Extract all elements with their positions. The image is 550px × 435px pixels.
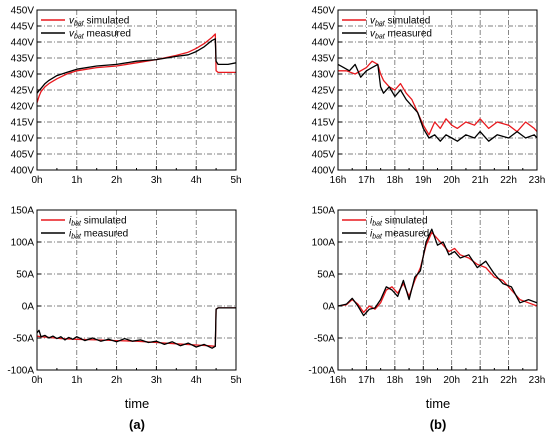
- x-tick-label: 4h: [191, 175, 202, 186]
- x-tick-label: 0h: [31, 375, 42, 386]
- y-tick-label: 415V: [312, 118, 336, 129]
- x-tick-label: 16h: [330, 375, 347, 386]
- y-tick-label: 445V: [11, 22, 35, 33]
- legend-label-simulated: vbat simulated: [69, 16, 129, 28]
- y-tick-label: 0A: [323, 302, 336, 313]
- x-tick-label: 2h: [111, 375, 122, 386]
- y-tick-label: 430V: [11, 70, 35, 81]
- y-tick-label: 410V: [312, 134, 336, 145]
- x-tick-label: 1h: [71, 175, 82, 186]
- x-tick-label: 21h: [472, 375, 489, 386]
- plot-frame: [36, 9, 237, 171]
- y-tick-label: 425V: [11, 86, 35, 97]
- legend-label-measured: vbat measured: [69, 29, 131, 41]
- y-tick-label: 400V: [11, 166, 35, 177]
- plot-frame: [337, 9, 538, 171]
- legend-label-measured: vbat measured: [370, 29, 432, 41]
- x-tick-label: 1h: [71, 375, 82, 386]
- series-line-measured: [338, 228, 537, 317]
- x-tick-label: 5h: [230, 175, 241, 186]
- y-tick-label: 440V: [312, 38, 336, 49]
- x-tick-label: 4h: [191, 375, 202, 386]
- y-tick-label: 405V: [312, 150, 336, 161]
- y-tick-label: 435V: [11, 54, 35, 65]
- y-tick-label: 150A: [11, 206, 35, 217]
- y-tick-label: 420V: [312, 102, 336, 113]
- plot-frame: [337, 209, 538, 371]
- legend-label-simulated: vbat simulated: [370, 16, 430, 28]
- legend-label-simulated: ibat simulated: [370, 216, 428, 228]
- series-line-measured: [338, 63, 537, 142]
- caption-a: (a): [129, 417, 145, 432]
- chart-a-top: 0h 1h 2h 3h 4h 5h 400V 405V 410V 415V 420V 425V 430V…: [11, 6, 242, 187]
- y-tick-label: 440V: [11, 38, 35, 49]
- x-tick-label: 3h: [151, 175, 162, 186]
- x-tick-label: 5h: [230, 375, 241, 386]
- chart-b-top: 16h 17h 18h 19h 20h 21h 22h 23h 400V 405V 410V 415V…: [312, 6, 546, 187]
- y-tick-label: -50A: [314, 334, 335, 345]
- x-tick-label: 18h: [387, 375, 404, 386]
- x-tick-label: 23h: [529, 175, 546, 186]
- x-tick-label: 20h: [443, 175, 460, 186]
- x-tick-label: 16h: [330, 175, 347, 186]
- y-tick-label: -100A: [7, 366, 34, 377]
- series-line-measured: [37, 307, 236, 349]
- x-tick-label: 3h: [151, 375, 162, 386]
- caption-b: (b): [430, 417, 447, 432]
- y-tick-label: 150A: [312, 206, 336, 217]
- series-line-measured: [37, 38, 236, 94]
- legend-label-simulated: ibat simulated: [69, 216, 127, 228]
- y-tick-label: 405V: [11, 150, 35, 161]
- chart-a-bottom: 0h 1h 2h 3h 4h 5h -100A -50A 0A 50A 100A 150A ibat s…: [7, 206, 241, 387]
- x-tick-label: 22h: [500, 175, 517, 186]
- x-tick-label: 22h: [500, 375, 517, 386]
- x-axis-title-left: time: [125, 396, 150, 411]
- x-tick-label: 19h: [415, 375, 432, 386]
- y-tick-label: -50A: [13, 334, 34, 345]
- x-tick-label: 18h: [387, 175, 404, 186]
- legend-label-measured: ibat measured: [370, 229, 429, 241]
- y-tick-label: 420V: [11, 102, 35, 113]
- y-tick-label: 400V: [312, 166, 336, 177]
- y-tick-label: 0A: [22, 302, 35, 313]
- y-tick-label: 100A: [11, 238, 35, 249]
- y-tick-label: 450V: [312, 6, 336, 17]
- series-line-simulated: [338, 60, 537, 136]
- y-tick-label: -100A: [308, 366, 335, 377]
- y-tick-label: 50A: [16, 270, 34, 281]
- legend-label-measured: ibat measured: [69, 229, 128, 241]
- y-tick-label: 430V: [312, 70, 336, 81]
- x-tick-label: 20h: [443, 375, 460, 386]
- y-tick-label: 435V: [312, 54, 336, 65]
- y-tick-label: 50A: [317, 270, 335, 281]
- x-tick-label: 2h: [111, 175, 122, 186]
- x-tick-label: 17h: [358, 175, 375, 186]
- y-tick-label: 450V: [11, 6, 35, 17]
- y-tick-label: 425V: [312, 86, 336, 97]
- x-axis-title-right: time: [426, 396, 451, 411]
- x-tick-label: 19h: [415, 175, 432, 186]
- x-tick-label: 23h: [529, 375, 546, 386]
- chart-b-bottom: 16h 17h 18h 19h 20h 21h 22h 23h -100A -50A 0A 50A 10…: [308, 206, 545, 387]
- series-line-simulated: [37, 33, 236, 103]
- y-tick-label: 100A: [312, 238, 336, 249]
- x-tick-label: 21h: [472, 175, 489, 186]
- x-tick-label: 0h: [31, 175, 42, 186]
- y-tick-label: 410V: [11, 134, 35, 145]
- y-tick-label: 445V: [312, 22, 336, 33]
- x-tick-label: 17h: [358, 375, 375, 386]
- y-tick-label: 415V: [11, 118, 35, 129]
